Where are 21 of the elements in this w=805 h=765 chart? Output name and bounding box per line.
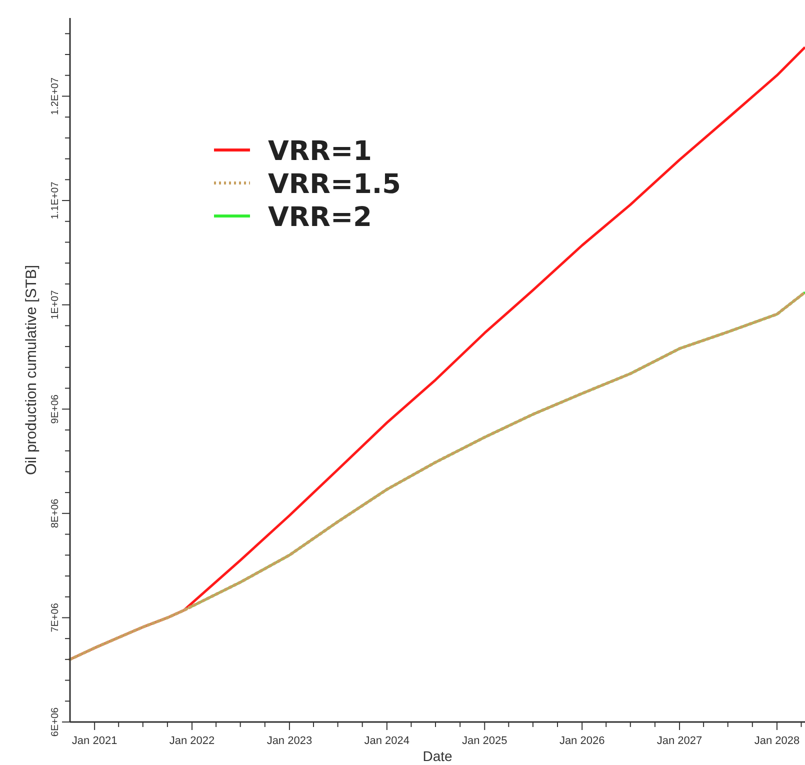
y-tick-label: 1.2E+07	[50, 77, 61, 115]
legend-label: VRR=1	[268, 136, 372, 167]
line-series	[68, 290, 805, 661]
x-tick-label: Jan 2021	[72, 735, 118, 747]
x-tick-label: Jan 2028	[754, 735, 800, 747]
x-tick-label: Jan 2025	[462, 735, 508, 747]
x-tick-label: Jan 2022	[169, 735, 215, 747]
legend-label: VRR=1.5	[268, 169, 401, 200]
y-tick-label: 8E+06	[50, 498, 61, 528]
x-tick-label: Jan 2024	[364, 735, 410, 747]
y-tick-label: 6E+06	[50, 706, 61, 737]
y-axis-title: Oil production cumulative [STB]	[23, 264, 40, 476]
x-axis-title: Date	[422, 748, 452, 764]
x-tick-label: Jan 2027	[656, 735, 702, 747]
y-tick-label: 1.1E+07	[50, 181, 61, 220]
x-tick-label: Jan 2023	[266, 735, 312, 747]
x-tick-label: Jan 2026	[559, 735, 605, 747]
y-tick-label: 1E+07	[50, 290, 61, 320]
legend-label: VRR=2	[268, 202, 372, 233]
y-tick-label: 9E+06	[50, 394, 61, 424]
y-tick-label: 7E+06	[50, 602, 61, 632]
